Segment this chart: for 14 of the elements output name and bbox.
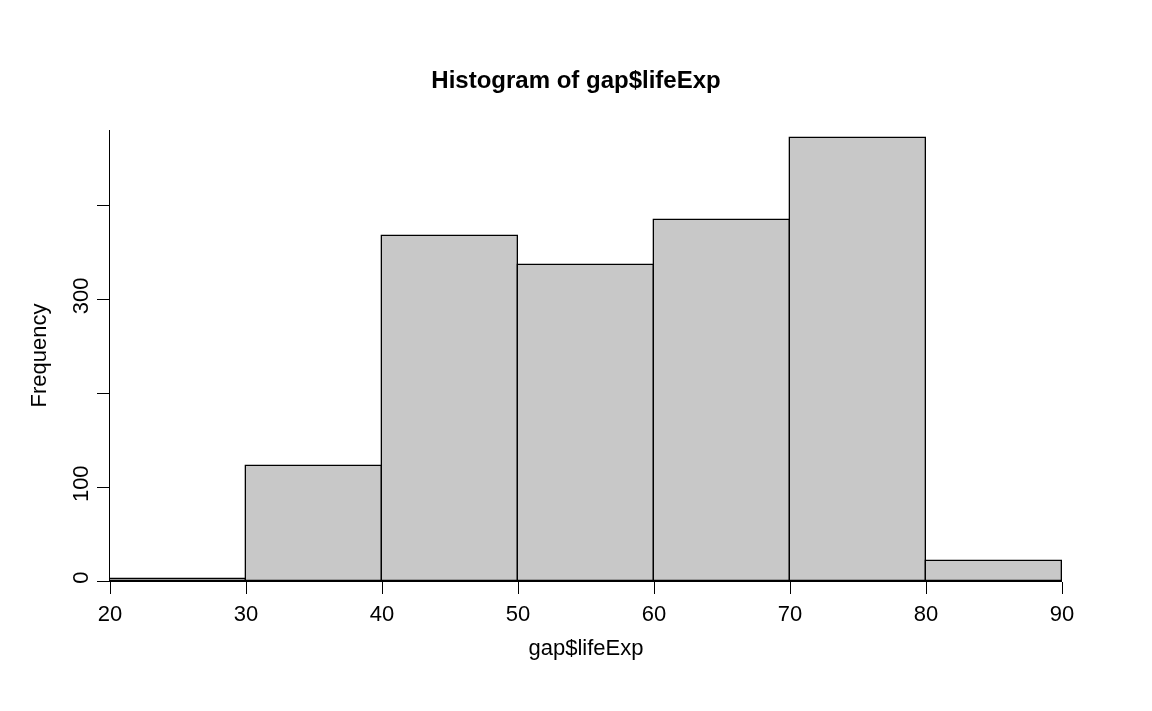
chart-title: Histogram of gap$lifeExp	[431, 65, 721, 93]
x-axis-title: gap$lifeExp	[528, 635, 644, 661]
x-tick-label: 30	[233, 600, 259, 626]
x-tick-label: 60	[641, 600, 667, 626]
y-tick-label: 100	[68, 465, 94, 503]
y-axis-title: Frequency	[25, 303, 51, 408]
y-tick-label: 300	[68, 277, 94, 315]
x-tick-label: 50	[505, 600, 531, 626]
x-tick-label: 80	[913, 600, 939, 626]
y-tick-label: 0	[68, 571, 94, 584]
x-tick-label: 40	[369, 600, 395, 626]
x-tick-label: 70	[777, 600, 803, 626]
x-tick-label: 90	[1049, 600, 1075, 626]
x-tick-label: 20	[97, 600, 123, 626]
